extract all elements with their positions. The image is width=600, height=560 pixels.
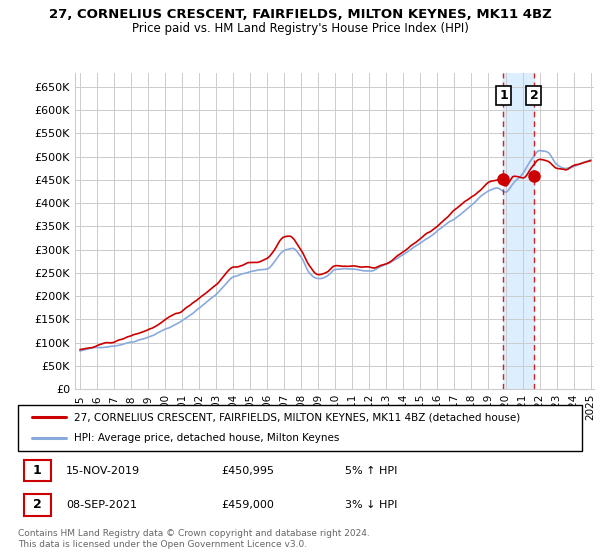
Text: 08-SEP-2021: 08-SEP-2021 [66, 500, 137, 510]
Text: 5% ↑ HPI: 5% ↑ HPI [345, 465, 397, 475]
Text: 27, CORNELIUS CRESCENT, FAIRFIELDS, MILTON KEYNES, MK11 4BZ: 27, CORNELIUS CRESCENT, FAIRFIELDS, MILT… [49, 8, 551, 21]
Bar [503, 73, 534, 389]
Text: £459,000: £459,000 [221, 500, 274, 510]
Text: 1: 1 [33, 464, 41, 477]
Text: £450,995: £450,995 [221, 465, 274, 475]
Text: 15-NOV-2019: 15-NOV-2019 [66, 465, 140, 475]
Text: Contains HM Land Registry data © Crown copyright and database right 2024.
This d: Contains HM Land Registry data © Crown c… [18, 529, 370, 549]
Bar [23, 460, 51, 481]
Text: 1: 1 [499, 90, 508, 102]
Text: 3% ↓ HPI: 3% ↓ HPI [345, 500, 397, 510]
Text: 2: 2 [530, 90, 538, 102]
Text: 27, CORNELIUS CRESCENT, FAIRFIELDS, MILTON KEYNES, MK11 4BZ (detached house): 27, CORNELIUS CRESCENT, FAIRFIELDS, MILT… [74, 412, 521, 422]
Text: 2: 2 [33, 498, 41, 511]
Bar [23, 494, 51, 516]
Text: HPI: Average price, detached house, Milton Keynes: HPI: Average price, detached house, Milt… [74, 433, 340, 444]
Text: Price paid vs. HM Land Registry's House Price Index (HPI): Price paid vs. HM Land Registry's House … [131, 22, 469, 35]
